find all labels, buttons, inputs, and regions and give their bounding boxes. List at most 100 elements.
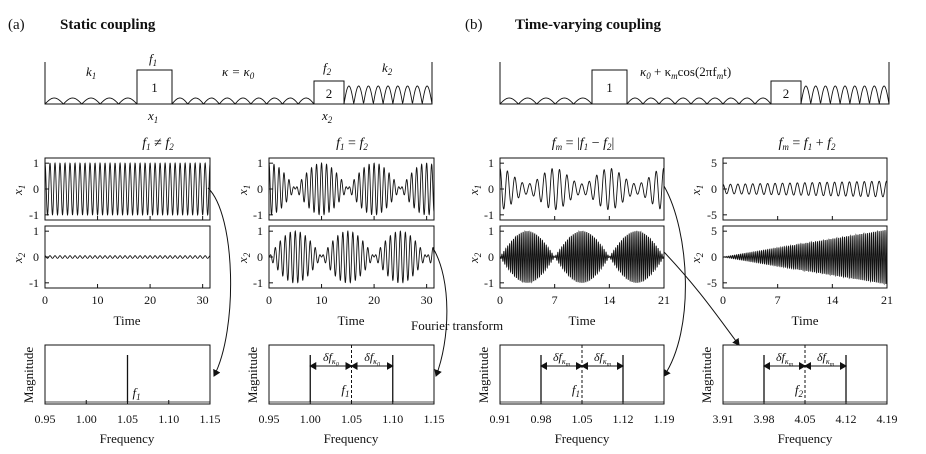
mass-2-b	[770, 80, 802, 105]
time-ytick-label: -1	[484, 276, 494, 290]
time-ytick-label: 1	[33, 156, 39, 170]
freq-label-2: Frequency	[324, 431, 379, 446]
time-label-1: Time	[114, 313, 141, 328]
time-ytick-label: 0	[257, 250, 263, 264]
spectrum-xtick-label: 1.00	[76, 412, 97, 426]
time-xtick-label: 0	[266, 293, 272, 307]
signal-parametric-x2	[722, 229, 888, 286]
time-ytick-label: 0	[33, 182, 39, 196]
time-label-3: Time	[569, 313, 596, 328]
time-xtick-label: 20	[368, 293, 380, 307]
ylabel-magnitude-1: Magnitude	[21, 347, 36, 404]
spectrum-xtick-label: 3.98	[754, 412, 775, 426]
mass-1	[136, 69, 173, 105]
time-xtick-label: 0	[720, 293, 726, 307]
condition-fm-difference: fm = |f1 − f2|	[552, 136, 615, 152]
spectrum-delta-label: δfκ0	[323, 350, 339, 368]
signal-static-x2	[44, 255, 211, 259]
k2-label: k2	[382, 60, 393, 77]
freq-label-1: Frequency	[100, 431, 155, 446]
signal-static-x1	[44, 161, 211, 217]
arrow-ft-1	[207, 187, 232, 377]
time-xtick-label: 30	[197, 293, 209, 307]
ylabel-x1-col1: x1	[10, 185, 27, 196]
spectrum-xtick-label: 0.98	[531, 412, 552, 426]
time-label-4: Time	[792, 313, 819, 328]
time-xtick-label: 7	[552, 293, 558, 307]
ylabel-x1-col3: x1	[466, 185, 483, 196]
spectrum-xtick-label: 1.15	[200, 412, 221, 426]
time-ytick-label: 0	[257, 182, 263, 196]
spectrum-xtick-label: 1.00	[300, 412, 321, 426]
time-ytick-label: 0	[33, 250, 39, 264]
schematic-varying: 1 2 κ0 + κmcos(2πfmt)	[499, 62, 890, 105]
freq-label-4: Frequency	[778, 431, 833, 446]
arrow-ft-3	[663, 185, 686, 377]
time-xtick-label: 30	[421, 293, 433, 307]
spectra: 0.95 1.00 1.05 1.10 1.15 f1 0.95 1.00 1.05 1.10 1.…	[35, 344, 898, 426]
time-ytick-label: -1	[484, 208, 494, 222]
y-labels: x1 x2 x1 x2 x1 x2 x1 x2	[10, 185, 705, 264]
panel-a-title: Static coupling	[60, 17, 156, 33]
spectrum-center-label: f2	[795, 382, 804, 399]
time-ytick-label: 1	[257, 156, 263, 170]
plot-resonant-x1-frame	[268, 157, 435, 221]
time-ytick-label: 1	[33, 224, 39, 238]
time-ytick-label: 0	[488, 182, 494, 196]
spectrum-xtick-label: 4.05	[795, 412, 816, 426]
ylabel-magnitude-4: Magnitude	[699, 347, 714, 404]
mass-1-b-label: 1	[606, 80, 613, 95]
signal-resonant-x1	[268, 162, 435, 216]
condition-fm-sum: fm = f1 + f2	[779, 136, 836, 152]
schematic-static: 1 2 k1 k2 f1 f2 x1 x2 κ = κ0	[44, 51, 433, 125]
spectrum-xtick-label: 0.95	[259, 412, 280, 426]
time-ytick-label: 5	[711, 224, 717, 238]
panel-b-tag: (b)	[465, 17, 483, 33]
x1-label: x1	[147, 108, 158, 125]
time-ytick-label: 5	[711, 156, 717, 170]
arrow-ft-2	[432, 247, 448, 377]
panel-b-title: Time-varying coupling	[515, 17, 661, 33]
spring-coupling	[171, 97, 315, 105]
time-ytick-label: 0	[711, 250, 717, 264]
mass-2-label: 2	[326, 86, 333, 101]
time-label-2: Time	[338, 313, 365, 328]
spectrum-xtick-label: 0.95	[35, 412, 56, 426]
condition-f1-neq-f2: f1 ≠ f2	[142, 136, 174, 152]
spring-k2	[343, 85, 433, 105]
spectrum-peak-label: f1	[133, 385, 141, 402]
ylabel-x2-col2: x2	[235, 252, 252, 264]
time-ytick-label: -1	[29, 208, 39, 222]
f2-label: f2	[323, 60, 332, 77]
plot-static-x2-frame	[44, 225, 211, 289]
fourier-transform-label: Fourier transform	[411, 318, 503, 333]
time-ytick-label: -1	[29, 276, 39, 290]
time-ytick-label: 0	[488, 250, 494, 264]
ylabel-x1-col2: x1	[235, 185, 252, 196]
time-ytick-label: -1	[253, 276, 263, 290]
mass-2	[313, 80, 345, 105]
time-ytick-label: -5	[707, 208, 717, 222]
f1-label: f1	[149, 51, 157, 68]
spectrum-xtick-label: 1.19	[654, 412, 675, 426]
condition-f1-eq-f2: f1 = f2	[336, 136, 368, 152]
spectrum-xtick-label: 1.05	[117, 412, 138, 426]
spectrum-xtick-label: 1.12	[613, 412, 634, 426]
ylabel-magnitude-3: Magnitude	[476, 347, 491, 404]
time-xtick-label: 21	[658, 293, 670, 307]
ylabel-x2-col1: x2	[10, 252, 27, 264]
time-xtick-label: 14	[603, 293, 615, 307]
mass-2-b-label: 2	[783, 86, 790, 101]
time-xtick-label: 10	[316, 293, 328, 307]
signal-modulated-x1	[499, 167, 665, 211]
spectrum-xtick-label: 1.15	[424, 412, 445, 426]
spectrum-delta-label: δfκm	[594, 350, 612, 368]
time-xtick-label: 0	[42, 293, 48, 307]
spectrum-xtick-label: 1.10	[158, 412, 179, 426]
time-ytick-label: -1	[253, 208, 263, 222]
ylabel-x1-col4: x1	[688, 185, 705, 196]
signal-parametric-x1	[722, 180, 888, 198]
time-ytick-label: 1	[488, 156, 494, 170]
